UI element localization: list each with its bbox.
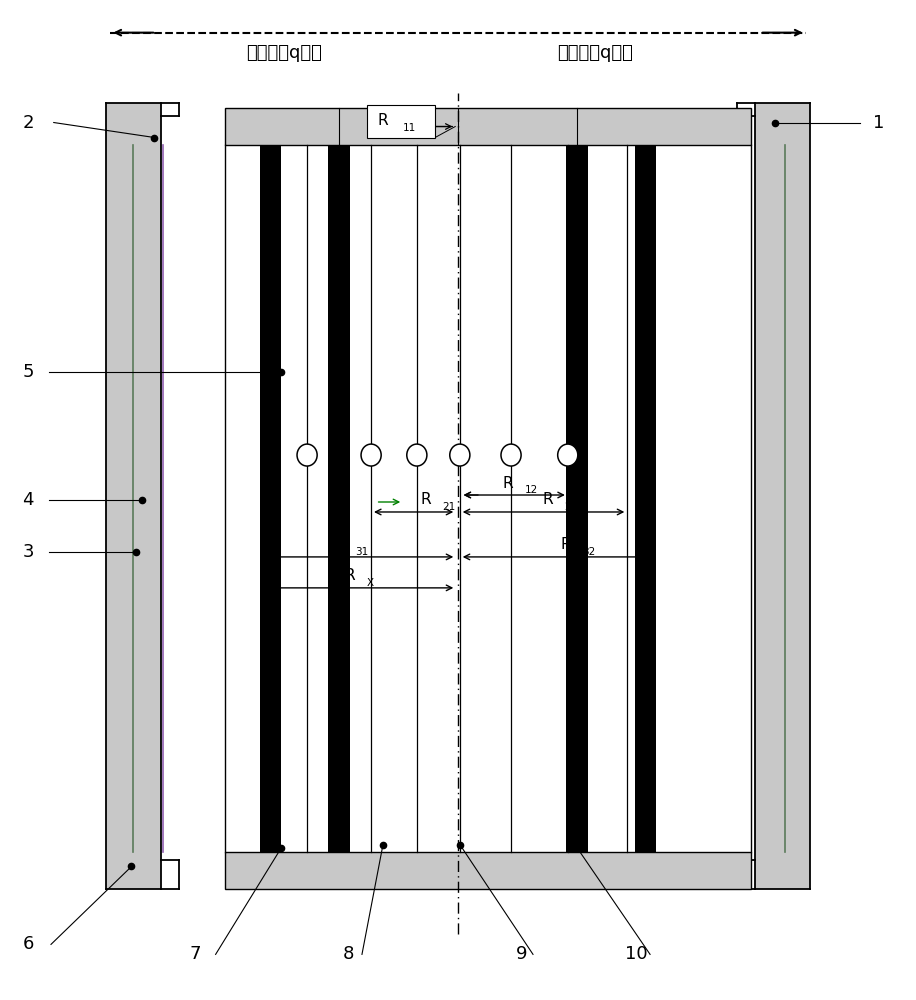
Text: 7: 7 bbox=[190, 945, 202, 963]
Text: 22: 22 bbox=[564, 502, 577, 512]
Text: 2: 2 bbox=[22, 114, 34, 132]
Circle shape bbox=[361, 444, 381, 466]
Text: 3: 3 bbox=[22, 543, 34, 561]
Bar bbox=[756, 103, 810, 889]
Bar bbox=[224, 108, 751, 145]
Circle shape bbox=[450, 444, 470, 466]
Text: 9: 9 bbox=[517, 945, 528, 963]
Bar bbox=[566, 145, 588, 852]
Text: 11: 11 bbox=[403, 123, 417, 133]
Text: R: R bbox=[503, 476, 514, 491]
Circle shape bbox=[297, 444, 317, 466]
Circle shape bbox=[558, 444, 578, 466]
Text: X: X bbox=[366, 578, 374, 588]
Bar bbox=[259, 145, 281, 852]
Text: 热流密度q方向: 热流密度q方向 bbox=[557, 44, 633, 62]
Text: 1: 1 bbox=[873, 114, 885, 132]
Text: 21: 21 bbox=[442, 502, 455, 512]
Text: R: R bbox=[377, 113, 388, 128]
Text: R: R bbox=[561, 537, 572, 552]
Text: 31: 31 bbox=[355, 547, 369, 557]
Circle shape bbox=[501, 444, 521, 466]
Text: 热流密度q方向: 热流密度q方向 bbox=[246, 44, 322, 62]
Text: R: R bbox=[344, 568, 355, 583]
Bar bbox=[328, 145, 350, 852]
Bar bbox=[635, 145, 657, 852]
Circle shape bbox=[407, 444, 427, 466]
Text: R: R bbox=[333, 537, 344, 552]
Bar bbox=[366, 105, 435, 138]
Text: R: R bbox=[542, 492, 553, 508]
Text: 5: 5 bbox=[22, 363, 34, 381]
Text: 8: 8 bbox=[343, 945, 354, 963]
Bar bbox=[106, 103, 160, 889]
Bar bbox=[224, 852, 751, 889]
Text: 6: 6 bbox=[23, 935, 34, 953]
Text: 4: 4 bbox=[22, 491, 34, 509]
Text: 10: 10 bbox=[625, 945, 648, 963]
Text: 32: 32 bbox=[583, 547, 595, 557]
Text: R: R bbox=[420, 492, 431, 508]
Text: 12: 12 bbox=[525, 485, 538, 495]
